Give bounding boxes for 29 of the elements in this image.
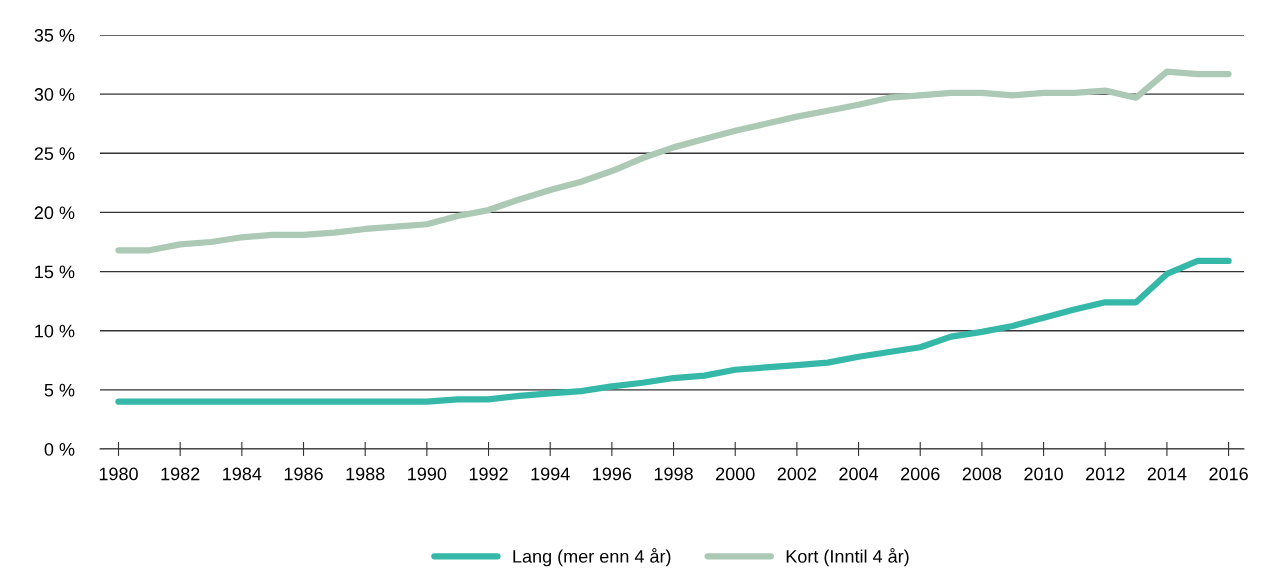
y-tick-label: 20 % xyxy=(34,206,75,220)
x-tick-label: 2008 xyxy=(962,467,1002,481)
x-tick-label: 1988 xyxy=(346,467,385,481)
y-tick-label: 10 % xyxy=(35,324,75,338)
x-tick-label: 2002 xyxy=(777,467,817,481)
legend-label: Kort (Inntil 4 år) xyxy=(786,548,909,567)
x-tick-label: 2004 xyxy=(839,467,879,481)
x-tick-label: 1984 xyxy=(223,467,262,481)
x-tick-label: 1990 xyxy=(408,467,447,481)
y-tick-label: 35 % xyxy=(34,28,75,42)
x-tick-label: 2010 xyxy=(1024,467,1063,481)
legend-label: Lang (mer enn 4 år) xyxy=(513,548,671,567)
y-tick-label: 25 % xyxy=(34,147,75,161)
x-tick-label: 1998 xyxy=(654,467,693,481)
x-tick-label: 2016 xyxy=(1209,467,1248,481)
x-tick-label: 1992 xyxy=(469,467,508,481)
x-tick-label: 2014 xyxy=(1147,467,1187,481)
x-tick-label: 1994 xyxy=(531,467,570,481)
x-tick-label: 1986 xyxy=(284,467,323,481)
x-tick-label: 2000 xyxy=(716,467,755,481)
x-tick-label: 1982 xyxy=(161,467,200,481)
y-tick-label: 30 % xyxy=(34,88,75,101)
x-tick-label: 2006 xyxy=(901,467,940,481)
x-tick-label: 1996 xyxy=(593,467,632,481)
x-tick-label: 1980 xyxy=(99,467,138,481)
x-tick-label: 2012 xyxy=(1086,467,1125,481)
y-tick-label: 0 % xyxy=(44,442,75,456)
y-tick-label: 5 % xyxy=(44,383,75,397)
y-tick-label: 15 % xyxy=(35,265,75,279)
